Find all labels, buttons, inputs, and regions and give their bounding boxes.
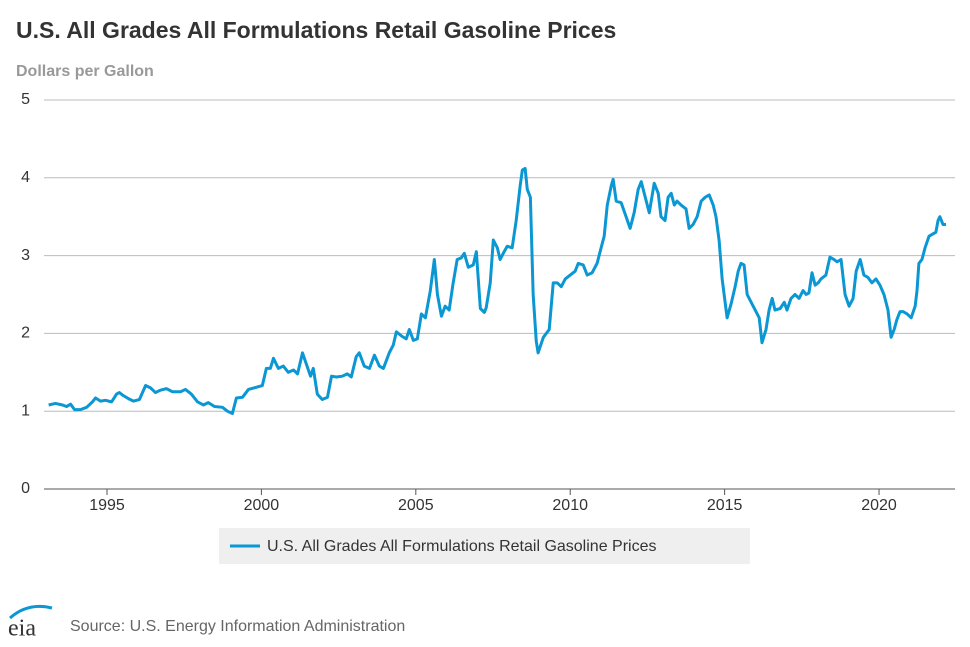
y-tick-label: 1 [21,402,30,419]
y-tick-label: 4 [21,169,30,186]
logo-swoosh [9,604,53,620]
x-tick-label: 2020 [861,497,897,514]
chart-title: U.S. All Grades All Formulations Retail … [16,17,616,43]
y-tick-label: 3 [21,247,30,264]
x-tick-label: 2005 [398,497,434,514]
x-tick-label: 1995 [89,497,125,514]
source: Source: U.S. Energy Information Administ… [70,618,405,635]
y-tick-label: 2 [21,325,30,342]
legend-box [219,528,750,564]
y-tick-label: 0 [21,480,30,497]
logo: eia [8,604,53,642]
legend-label: U.S. All Grades All Formulations Retail … [267,538,656,555]
x-tick-label: 2015 [707,497,743,514]
y-axis-label: Dollars per Gallon [16,63,154,80]
logo-text: eia [8,616,36,642]
y-tick-label: 5 [21,91,30,108]
x-tick-label: 2010 [552,497,588,514]
x-tick-label: 2000 [244,497,280,514]
data-line [48,166,947,416]
